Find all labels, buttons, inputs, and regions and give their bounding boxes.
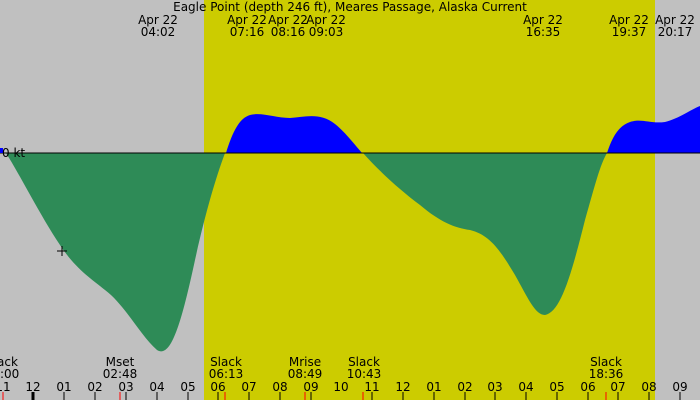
hour-label: 12 (395, 380, 411, 394)
top-event-5: Apr 22 16:35 (523, 13, 563, 39)
flood-area-1 (226, 114, 362, 153)
hour-label: 04 (518, 380, 534, 394)
hour-ticks (31, 392, 681, 400)
hour-label: 09 (303, 380, 319, 394)
bottom-event-slack-4: Slack 18:36 (588, 355, 624, 381)
hour-label: 01 (426, 380, 442, 394)
hour-label: 09 (672, 380, 688, 394)
bottom-event-mrise: Mrise 08:49 (287, 355, 323, 381)
hour-label: 08 (641, 380, 657, 394)
hour-label: 03 (487, 380, 503, 394)
hour-label: 12 (25, 380, 41, 394)
chart-title: Eagle Point (depth 246 ft), Meares Passa… (173, 0, 527, 14)
event-ticks (2, 392, 607, 400)
ebb-area-1 (6, 153, 225, 352)
flood-start-marker (0, 148, 3, 153)
ebb-area-2 (363, 153, 607, 315)
hour-label: 08 (272, 380, 288, 394)
top-event-7: Apr 22 20:17 (655, 13, 695, 39)
hour-label: 05 (549, 380, 565, 394)
top-event-4: Apr 22 09:03 (306, 13, 346, 39)
hour-label: 06 (210, 380, 226, 394)
hour-label: 02 (457, 380, 473, 394)
bottom-event-slack-2: Slack 06:13 (208, 355, 244, 381)
hour-label: 11 (364, 380, 380, 394)
zero-kt-label: 0 kt (2, 146, 26, 160)
hour-label: 10 (333, 380, 349, 394)
hour-label: 06 (580, 380, 596, 394)
bottom-event-mset: Mset 02:48 (102, 355, 138, 381)
cursor-crosshair-icon (57, 246, 67, 256)
hour-label: 07 (241, 380, 257, 394)
top-event-6: Apr 22 19:37 (609, 13, 649, 39)
hour-label: 05 (180, 380, 196, 394)
hour-label: 01 (56, 380, 72, 394)
hour-label: 07 (610, 380, 626, 394)
hour-label: 02 (87, 380, 103, 394)
hour-label: 03 (118, 380, 134, 394)
hour-label: 04 (149, 380, 165, 394)
top-event-3: Apr 22 08:16 (268, 13, 308, 39)
bottom-event-slack-3: Slack 10:43 (346, 355, 382, 381)
flood-area-2 (607, 106, 700, 153)
hour-label: 11 (0, 380, 11, 394)
top-event-2: Apr 22 07:16 (227, 13, 267, 39)
top-event-1: Apr 22 04:02 (138, 13, 178, 39)
bottom-event-slack-1: Slack00:00 (0, 355, 20, 381)
